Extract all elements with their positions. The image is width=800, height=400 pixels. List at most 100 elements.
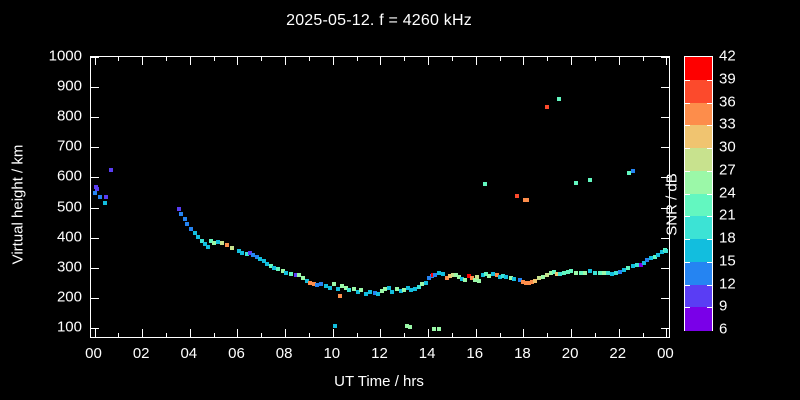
y-tick-label: 400: [56, 228, 82, 246]
data-point: [509, 276, 514, 281]
x-major-tick-top: [571, 57, 573, 65]
data-point: [398, 289, 403, 294]
data-point: [515, 193, 519, 198]
colorbar-tick: [707, 170, 712, 172]
colorbar-tick-label: 15: [719, 252, 736, 270]
x-minor-tick: [642, 333, 644, 337]
data-point: [318, 282, 323, 287]
data-point: [652, 254, 657, 259]
data-point: [104, 195, 109, 200]
y-major-tick: [91, 267, 99, 269]
y-major-tick-right: [661, 328, 669, 329]
data-point: [416, 285, 421, 290]
y-tick-label: 200: [56, 288, 82, 306]
data-point: [645, 257, 650, 262]
colorbar-tick-label: 9: [719, 297, 728, 315]
data-point: [297, 272, 302, 277]
x-major-tick: [523, 329, 525, 337]
data-point: [390, 289, 395, 294]
x-minor-tick: [547, 333, 549, 337]
data-point: [376, 291, 381, 296]
data-point: [177, 207, 182, 212]
data-point: [202, 241, 207, 246]
colorbar-tick: [685, 193, 690, 195]
y-major-tick: [91, 328, 99, 329]
data-point: [459, 277, 464, 282]
data-point: [555, 271, 560, 276]
colorbar-segment: [685, 170, 712, 194]
data-point: [518, 278, 523, 283]
data-point: [536, 276, 541, 281]
colorbar-segment: [685, 239, 712, 263]
colorbar-segment: [685, 216, 712, 240]
x-major-tick-top: [475, 57, 477, 65]
data-point: [284, 270, 289, 275]
colorbar-tick: [685, 125, 690, 127]
colorbar-tick: [685, 239, 690, 240]
x-minor-tick: [118, 333, 120, 337]
x-tick-label: 10: [323, 345, 341, 362]
x-tick-label: 12: [371, 345, 388, 362]
x-major-tick: [380, 329, 382, 337]
data-point: [205, 245, 210, 249]
data-point: [617, 269, 622, 274]
data-point: [211, 241, 216, 246]
colorbar-segment: [685, 148, 712, 172]
data-point: [448, 274, 453, 279]
colorbar-tick: [707, 79, 712, 81]
colorbar-tick: [707, 261, 712, 263]
plot-area: [90, 56, 670, 338]
y-major-tick: [91, 117, 99, 119]
data-point: [545, 104, 550, 109]
data-point: [367, 289, 372, 294]
x-major-tick-top: [428, 57, 430, 65]
y-major-tick: [91, 177, 99, 179]
y-tick-label: 300: [56, 258, 82, 276]
data-point: [219, 241, 224, 246]
colorbar-tick: [685, 284, 690, 286]
data-point: [525, 198, 530, 203]
data-point: [409, 288, 414, 293]
x-minor-tick-top: [642, 57, 644, 61]
x-tick-label: 02: [132, 345, 150, 362]
data-point: [557, 97, 562, 102]
data-point: [473, 278, 478, 283]
data-point: [433, 272, 438, 277]
x-minor-tick: [404, 333, 406, 337]
colorbar-tick: [685, 261, 690, 263]
x-major-tick-top: [285, 57, 287, 65]
data-point: [648, 256, 653, 261]
x-minor-tick-top: [118, 57, 120, 61]
colorbar-tick: [685, 102, 690, 104]
data-point: [372, 291, 377, 296]
data-point: [626, 170, 631, 175]
data-point: [386, 286, 391, 291]
data-point: [258, 257, 263, 262]
data-point: [526, 281, 531, 286]
data-point: [597, 271, 602, 276]
data-point: [240, 251, 245, 256]
data-point: [545, 273, 550, 277]
x-tick-label: 08: [275, 345, 293, 362]
y-tick-label: 600: [56, 167, 82, 185]
colorbar-tick: [707, 216, 712, 218]
colorbar-segment: [685, 102, 712, 126]
data-point: [92, 191, 97, 196]
x-minor-tick-top: [547, 57, 549, 61]
colorbar-segment: [685, 193, 712, 217]
data-point: [498, 275, 503, 280]
data-point: [533, 279, 538, 284]
colorbar-segment: [685, 57, 712, 81]
colorbar-tick: [707, 125, 712, 127]
data-point: [523, 281, 528, 286]
colorbar-tick-label: 33: [719, 115, 736, 133]
data-point: [463, 278, 468, 283]
x-minor-tick-top: [213, 57, 215, 61]
y-major-tick-right: [661, 147, 669, 149]
data-point: [484, 271, 489, 276]
data-point: [626, 266, 631, 271]
colorbar-tick: [707, 307, 712, 309]
data-point: [275, 266, 280, 271]
colorbar-tick-label: 24: [719, 184, 736, 201]
colorbar-tick-label: 36: [719, 93, 736, 110]
